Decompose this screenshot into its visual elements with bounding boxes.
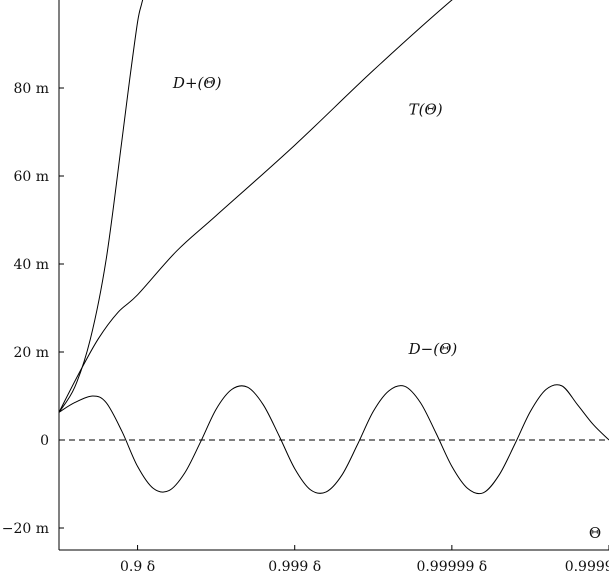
- x-tick-label: 0.999 δ: [268, 559, 321, 574]
- series-d-line: [59, 384, 609, 495]
- y-tick-label: −20 m: [2, 521, 49, 537]
- series-group: [59, 0, 609, 495]
- x-tick-label: 0.99999 δ: [416, 559, 487, 574]
- curve-label: D−(Θ): [408, 340, 458, 358]
- curve-label: D+(Θ): [172, 74, 222, 92]
- x-tick-label: 0.9 δ: [120, 559, 155, 574]
- y-tick-label: 0: [40, 433, 49, 449]
- x-tick-label: 0.9999999 δ: [565, 559, 609, 574]
- y-tick-label: 40 m: [13, 257, 49, 273]
- series-d-line: [59, 0, 144, 413]
- y-tick-label: 60 m: [13, 169, 49, 185]
- series-t-line: [59, 0, 453, 413]
- labels-group: D+(Θ) T(Θ) D−(Θ): [172, 74, 457, 358]
- y-tick-label: 20 m: [13, 345, 49, 361]
- x-axis-label: Θ: [589, 524, 601, 542]
- y-tick-label: 80 m: [13, 81, 49, 97]
- curve-label: T(Θ): [409, 100, 443, 118]
